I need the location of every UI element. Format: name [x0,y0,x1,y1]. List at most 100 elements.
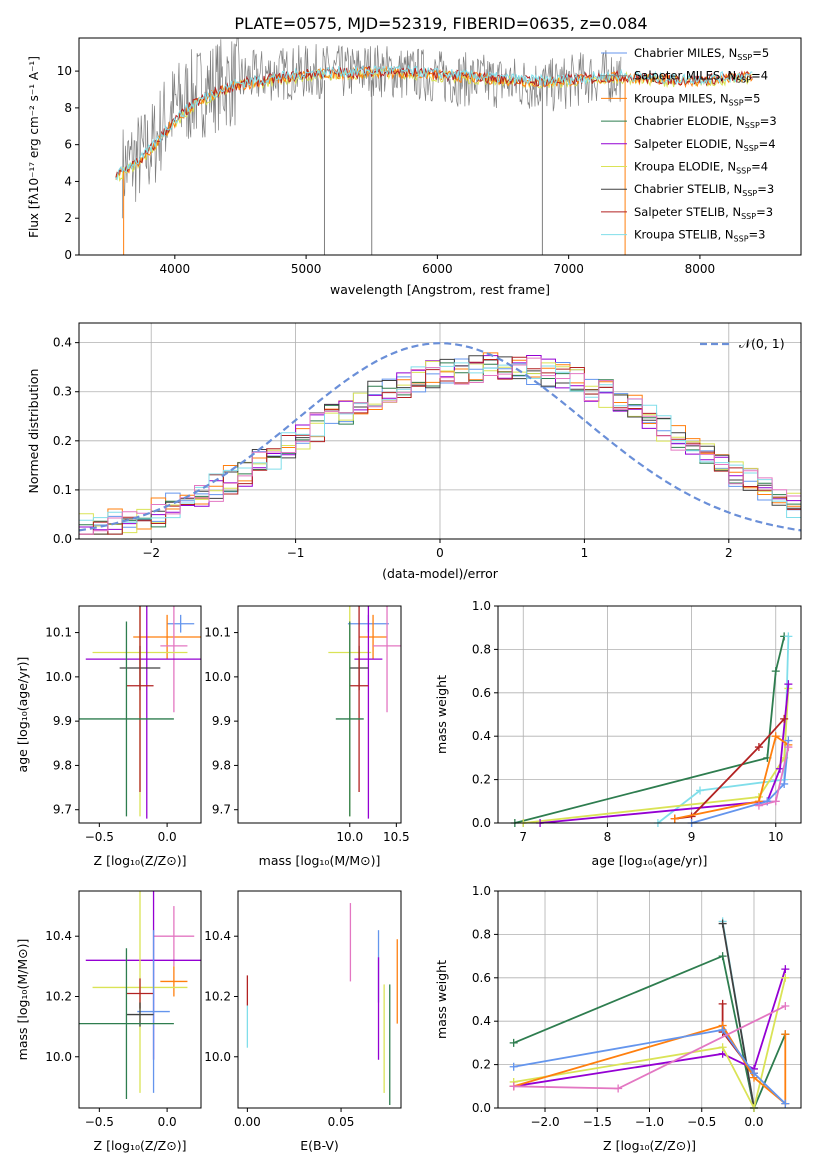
y-axis-label: mass weight [434,960,449,1039]
y-tick-label: 0.8 [472,642,491,656]
y-tick-label: 0.8 [472,927,491,941]
y-tick-label: 9.8 [212,758,231,772]
weight-marker [781,1099,790,1108]
y-axis-label: Normed distribution [26,369,41,494]
x-axis-label: age [log₁₀(age/yr)] [592,853,708,868]
x-tick-label: 8 [604,830,612,844]
axes-frame [78,890,202,1109]
x-axis-label: Z [log₁₀(Z/Z⊙)] [94,1138,187,1153]
panel-age_vs_mass [234,632,397,827]
weight-marker [784,743,793,752]
y-axis-label: mass weight [434,675,449,754]
weight-marker [614,1084,623,1093]
x-tick-label: 0.0 [158,1115,177,1129]
x-tick-label: 10 [768,830,783,844]
lines-massweight_vs_age [510,632,793,827]
errorbar-point [79,948,174,1099]
x-axis-label: mass [log₁₀(M/M⊙)] [259,853,381,868]
y-axis-label: Flux [fλ10⁻¹⁷ erg cm⁻² s⁻¹ A⁻¹] [27,56,41,238]
errorbar-point [133,614,201,660]
weight-marker [718,952,727,961]
weight-marker [749,1069,758,1078]
y-tick-label: 0.6 [472,971,491,985]
y-tick-label: 10.1 [204,626,231,640]
x-axis-label: Z [log₁₀(Z/Z⊙)] [94,853,187,868]
errorbars-age_vs_Z [79,606,201,819]
weight-marker [718,1025,727,1034]
x-tick-label: 8000 [685,262,716,276]
y-tick-label: 0.4 [53,336,72,350]
errorbar-point [335,621,364,817]
weight-marker [509,1082,518,1091]
y-tick-label: 0.0 [472,1101,491,1115]
y-tick-label: 0.6 [472,686,491,700]
axes-frame [78,322,802,540]
x-tick-label: −1.0 [635,1115,664,1129]
y-tick-label: 0.3 [53,385,72,399]
axes-frame [497,605,802,824]
x-tick-label: 0.0 [744,1115,763,1129]
x-tick-label: −2 [142,546,160,560]
weight-line [691,740,790,824]
weight-line [513,968,787,1088]
x-tick-label: −0.5 [85,1115,114,1129]
legend-label: 𝒩(0, 1) [739,336,785,351]
y-tick-label: 9.7 [53,803,72,817]
x-tick-label: −0.5 [85,830,114,844]
panel-mass_vs_Z [75,935,168,1112]
y-tick-label: 10 [57,64,72,78]
weight-marker [784,632,793,641]
y-tick-label: 9.7 [212,803,231,817]
errorbar-point [126,606,154,792]
y-axis-label: age [log₁₀(age/yr)] [15,657,30,773]
y-tick-label: 9.8 [53,758,72,772]
normal-curve [79,342,801,532]
spectrum-plot [115,38,753,255]
weight-marker [781,973,790,982]
x-tick-label: 0.00 [234,1115,261,1129]
y-tick-label: 10.4 [45,929,72,943]
y-tick-label: 10.0 [204,670,231,684]
weight-line [513,954,787,1112]
legend-label: Salpeter STELIB, NSSP=3 [634,205,773,221]
errorbar-point [359,614,388,660]
y-tick-label: 10.0 [204,1050,231,1064]
weight-line [513,1028,786,1105]
y-tick-label: 10.2 [45,989,72,1003]
histogram-step [79,362,801,523]
panel-spectrum [75,70,701,259]
errorbar-point [160,606,188,713]
y-tick-label: 6 [64,138,72,152]
histograms [79,342,801,535]
weight-line [540,684,790,824]
y-tick-label: 10.2 [204,989,231,1003]
axes-frame [497,890,802,1109]
y-tick-label: 0.4 [472,1014,491,1028]
y-tick-label: 10.4 [204,929,231,943]
errorbar-point [160,966,188,997]
model-spectrum [115,64,753,181]
y-tick-label: 8 [64,101,72,115]
x-tick-label: 2 [725,546,733,560]
y-tick-label: 9.9 [212,714,231,728]
legend-label: Chabrier MILES, NSSP=5 [634,46,769,62]
x-tick-label: −1 [287,546,305,560]
y-tick-label: 0.1 [53,483,72,497]
weight-marker [718,919,727,928]
y-axis-label: mass [log₁₀(M/M⊙)] [15,939,30,1061]
legend-label: Chabrier STELIB, NSSP=3 [634,182,774,198]
weight-marker [670,814,679,823]
weight-marker [509,1038,518,1047]
weight-marker [780,714,789,723]
legend-label: Salpeter ELODIE, NSSP=4 [634,137,776,153]
legend-label: Chabrier ELODIE, NSSP=3 [634,114,777,130]
weight-marker [754,801,763,810]
weight-marker [781,965,790,974]
y-tick-label: 0.4 [472,729,491,743]
errorbar-point [153,906,195,967]
weight-marker [771,732,780,741]
weight-line [523,688,790,824]
x-tick-label: 10.5 [383,830,410,844]
figure-title: PLATE=0575, MJD=52319, FIBERID=0635, z=0… [234,14,647,33]
